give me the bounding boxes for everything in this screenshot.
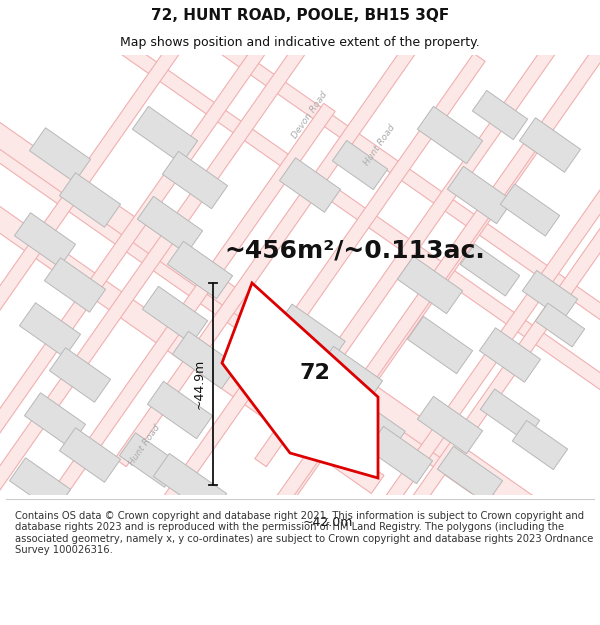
Polygon shape bbox=[255, 0, 600, 467]
Polygon shape bbox=[437, 446, 503, 504]
Polygon shape bbox=[0, 86, 600, 564]
Polygon shape bbox=[460, 244, 520, 296]
Polygon shape bbox=[163, 151, 227, 209]
Polygon shape bbox=[418, 396, 482, 454]
Polygon shape bbox=[167, 241, 233, 299]
Text: Contains OS data © Crown copyright and database right 2021. This information is : Contains OS data © Crown copyright and d… bbox=[15, 511, 593, 556]
Polygon shape bbox=[19, 302, 80, 358]
Polygon shape bbox=[188, 20, 600, 490]
Text: 72: 72 bbox=[299, 363, 331, 383]
Polygon shape bbox=[133, 106, 197, 164]
Polygon shape bbox=[222, 283, 378, 478]
Polygon shape bbox=[397, 256, 463, 314]
Text: ~44.9m: ~44.9m bbox=[193, 359, 205, 409]
Polygon shape bbox=[59, 173, 121, 228]
Polygon shape bbox=[44, 258, 106, 312]
Polygon shape bbox=[145, 33, 600, 625]
Polygon shape bbox=[65, 143, 535, 625]
Polygon shape bbox=[0, 0, 435, 467]
Polygon shape bbox=[25, 392, 86, 448]
Polygon shape bbox=[472, 91, 527, 139]
Polygon shape bbox=[500, 184, 560, 236]
Polygon shape bbox=[14, 213, 76, 268]
Polygon shape bbox=[0, 3, 335, 625]
Text: Hunt Road: Hunt Road bbox=[362, 123, 397, 167]
Polygon shape bbox=[512, 421, 568, 469]
Polygon shape bbox=[0, 103, 335, 625]
Polygon shape bbox=[280, 158, 341, 212]
Polygon shape bbox=[137, 196, 203, 254]
Polygon shape bbox=[317, 346, 383, 404]
Polygon shape bbox=[523, 271, 578, 319]
Polygon shape bbox=[407, 316, 473, 374]
Polygon shape bbox=[520, 118, 581, 172]
Polygon shape bbox=[418, 106, 482, 164]
Polygon shape bbox=[215, 123, 600, 625]
Polygon shape bbox=[275, 304, 345, 366]
Text: 72, HUNT ROAD, POOLE, BH15 3QF: 72, HUNT ROAD, POOLE, BH15 3QF bbox=[151, 8, 449, 23]
Polygon shape bbox=[148, 381, 212, 439]
Polygon shape bbox=[119, 432, 181, 488]
Polygon shape bbox=[265, 13, 600, 625]
Polygon shape bbox=[0, 16, 484, 494]
Polygon shape bbox=[481, 389, 539, 441]
Polygon shape bbox=[49, 348, 110, 403]
Polygon shape bbox=[153, 454, 227, 516]
Polygon shape bbox=[15, 53, 485, 625]
Text: Hunt Road: Hunt Road bbox=[128, 423, 163, 467]
Polygon shape bbox=[332, 141, 388, 189]
Text: ~42.0m: ~42.0m bbox=[302, 516, 353, 529]
Polygon shape bbox=[335, 394, 405, 456]
Polygon shape bbox=[29, 127, 91, 182]
Polygon shape bbox=[448, 166, 512, 224]
Polygon shape bbox=[0, 0, 335, 487]
Polygon shape bbox=[59, 428, 121, 483]
Text: Map shows position and indicative extent of the property.: Map shows position and indicative extent… bbox=[120, 36, 480, 49]
Polygon shape bbox=[172, 331, 238, 389]
Polygon shape bbox=[535, 303, 585, 347]
Polygon shape bbox=[367, 426, 433, 484]
Polygon shape bbox=[142, 286, 208, 344]
Polygon shape bbox=[88, 20, 600, 490]
Text: Devon Road: Devon Road bbox=[290, 90, 329, 140]
Text: ~456m²/~0.113ac.: ~456m²/~0.113ac. bbox=[224, 238, 485, 262]
Polygon shape bbox=[479, 328, 541, 382]
Polygon shape bbox=[10, 458, 71, 512]
Polygon shape bbox=[0, 16, 384, 494]
Polygon shape bbox=[115, 0, 585, 467]
